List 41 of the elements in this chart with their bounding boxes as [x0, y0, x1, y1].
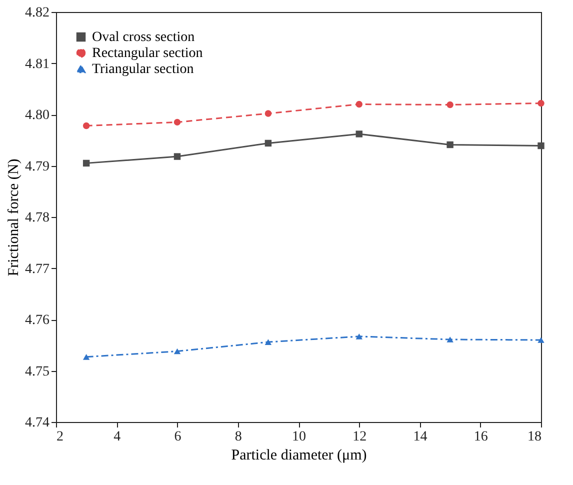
- point: [264, 339, 272, 345]
- point: [538, 100, 544, 107]
- point: [446, 141, 454, 148]
- point: [356, 130, 362, 138]
- point: [174, 348, 181, 354]
- x-tick-label: 14: [413, 430, 428, 444]
- x-tick-label: 8: [234, 430, 242, 444]
- point: [356, 100, 362, 108]
- y-tick-label: 4.82: [25, 6, 50, 20]
- y-tick-label: 4.77: [25, 262, 50, 277]
- point: [174, 118, 181, 126]
- point: [356, 334, 362, 340]
- y-tick-label: 4.81: [25, 56, 50, 72]
- point: [538, 142, 544, 150]
- x-axis-title: Particle diameter (μm): [231, 448, 367, 464]
- y-tick-label: 4.80: [25, 108, 50, 123]
- x-tick-label: 10: [292, 430, 306, 444]
- legend-label: Triangular section: [92, 62, 194, 77]
- point: [174, 153, 181, 160]
- point: [264, 140, 272, 147]
- y-tick-label: 4.76: [25, 313, 50, 328]
- legend-label: Oval cross section: [92, 30, 195, 45]
- x-tick-label: 2: [56, 430, 64, 444]
- legend-label: Rectangular section: [92, 46, 203, 61]
- y-tick-label: 4.74: [25, 416, 50, 430]
- point: [446, 101, 454, 108]
- x-tick-label: 16: [474, 430, 488, 444]
- point: [82, 354, 90, 360]
- y-tick-label: 4.75: [25, 364, 50, 380]
- y-tick-label: 4.79: [25, 159, 50, 174]
- x-tick-label: 18: [528, 430, 542, 444]
- point: [82, 160, 90, 167]
- x-tick-label: 6: [174, 430, 182, 444]
- y-axis-title: Frictional force (N): [6, 158, 22, 276]
- point: [82, 122, 90, 130]
- x-tick-label: 12: [352, 430, 367, 444]
- point: [538, 337, 544, 343]
- point: [446, 336, 454, 342]
- y-tick-label: 4.78: [25, 210, 50, 226]
- point: [264, 110, 272, 117]
- x-tick-label: 4: [114, 430, 121, 444]
